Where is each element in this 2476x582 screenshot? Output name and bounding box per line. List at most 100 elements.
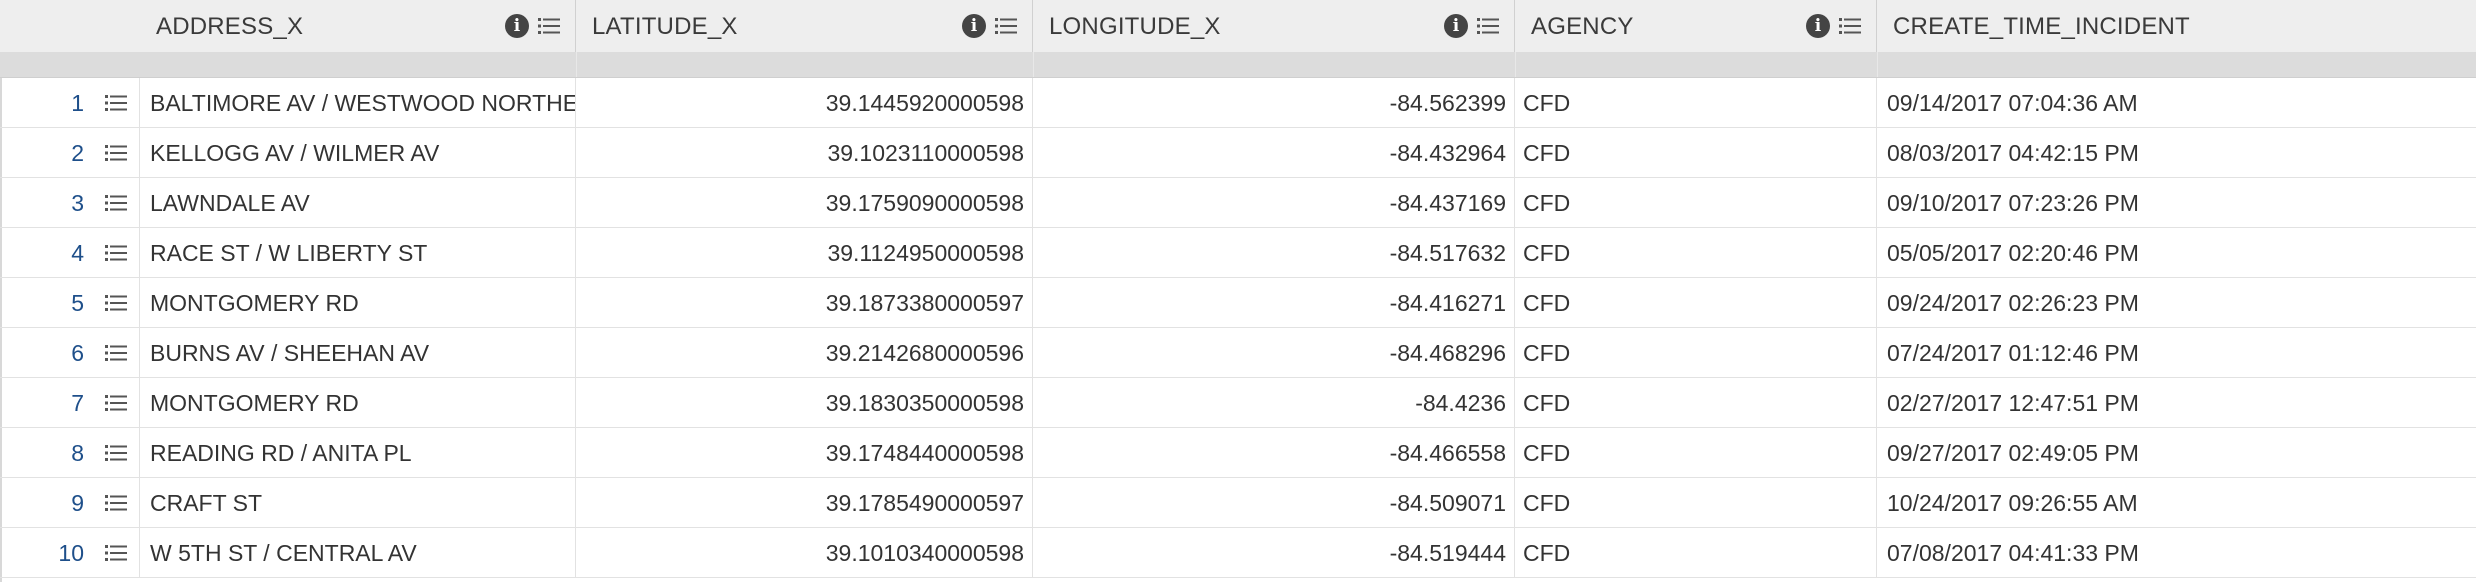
cell-address[interactable]: RACE ST / W LIBERTY ST [140,228,576,278]
cell-create-time[interactable]: 07/08/2017 04:41:33 PM [1887,540,2139,566]
column-header-agency[interactable]: AGENCY i [1515,0,1877,52]
cell-create-time[interactable]: 10/24/2017 09:26:55 AM [1887,490,2138,516]
table-row[interactable]: 10 W 5TH ST / CENTRAL AV 39.1010340000598-… [0,528,2476,578]
cell-agency[interactable]: CFD [1515,78,1877,128]
cell-longitude[interactable]: -84.509071 [1033,478,1515,528]
cell-latitude[interactable]: 39.1785490000597 [576,478,1033,528]
column-menu-icon[interactable] [994,14,1018,38]
info-icon[interactable]: i [505,14,529,38]
cell-address[interactable]: LAWNDALE AV [140,178,576,228]
cell-create-time[interactable]: 05/05/2017 02:20:46 PM [1887,240,2139,266]
grid-left-border [0,0,2,582]
cell-address[interactable]: MONTGOMERY RD [140,278,576,328]
row-number: 4 [71,240,84,266]
info-icon[interactable]: i [1444,14,1468,38]
cell-agency[interactable]: CFD [1515,278,1877,328]
cell-latitude[interactable]: 39.1759090000598 [576,178,1033,228]
table-row[interactable]: 3 LAWNDALE AV 39.1759090000598 -84.437169 CF… [0,178,2476,228]
row-details-icon[interactable] [100,378,140,428]
cell-agency[interactable]: CFD [1515,428,1877,478]
table-row[interactable]: 5 MONTGOMERY RD 39.1873380000597 -84.416271… [0,278,2476,328]
cell-longitude[interactable]: -84.466558 [1033,428,1515,478]
cell-latitude[interactable]: 39.1748440000598 [576,428,1033,478]
band-divider [1033,52,1034,77]
table-row[interactable]: 9 CRAFT ST 39.1785490000597 -84.509071 CFD 10… [0,478,2476,528]
row-details-icon[interactable] [100,178,140,228]
cell-create-time[interactable]: 09/10/2017 07:23:26 PM [1887,190,2139,216]
row-details-icon[interactable] [100,328,140,378]
cell-address[interactable]: BURNS AV / SHEEHAN AV [140,328,576,378]
table-row[interactable]: 2 KELLOGG AV / WILMER AV 39.1023110000598-… [0,128,2476,178]
cell-agency[interactable]: CFD [1515,178,1877,228]
row-details-icon[interactable] [100,128,140,178]
cell-agency[interactable]: CFD [1515,528,1877,578]
cell-latitude[interactable]: 39.1830350000598 [576,378,1033,428]
table-row[interactable]: 1 BALTIMORE AV / WESTWOOD NORTHERN BL39.1… [0,78,2476,128]
column-header-label: LATITUDE_X [592,13,738,40]
cell-latitude[interactable]: 39.1023110000598 [576,128,1033,178]
row-number: 1 [71,90,84,116]
filter-band [0,52,2476,78]
cell-longitude[interactable]: -84.519444 [1033,528,1515,578]
row-details-icon[interactable] [100,228,140,278]
cell-create-time[interactable]: 02/27/2017 12:47:51 PM [1887,390,2139,416]
row-number: 9 [71,490,84,516]
cell-agency[interactable]: CFD [1515,378,1877,428]
cell-address[interactable]: READING RD / ANITA PL [140,428,576,478]
cell-address[interactable]: MONTGOMERY RD [140,378,576,428]
column-menu-icon[interactable] [1838,14,1862,38]
cell-create-time[interactable]: 09/24/2017 02:26:23 PM [1887,290,2139,316]
cell-latitude[interactable]: 39.1445920000598 [576,78,1033,128]
table-row[interactable]: 6 BURNS AV / SHEEHAN AV 39.2142680000596 -8… [0,328,2476,378]
cell-address[interactable]: KELLOGG AV / WILMER AV [140,128,576,178]
row-details-icon[interactable] [100,78,140,128]
row-number: 10 [58,540,84,566]
cell-longitude[interactable]: -84.4236 [1033,378,1515,428]
row-number: 7 [71,390,84,416]
table-row[interactable]: 8 READING RD / ANITA PL 39.1748440000598 -8… [0,428,2476,478]
row-number: 2 [71,140,84,166]
row-details-icon[interactable] [100,428,140,478]
column-header-label: AGENCY [1531,13,1634,40]
cell-longitude[interactable]: -84.416271 [1033,278,1515,328]
cell-agency[interactable]: CFD [1515,128,1877,178]
cell-longitude[interactable]: -84.468296 [1033,328,1515,378]
cell-latitude[interactable]: 39.1124950000598 [576,228,1033,278]
cell-create-time[interactable]: 09/27/2017 02:49:05 PM [1887,440,2139,466]
column-header-create-time[interactable]: CREATE_TIME_INCIDENT [1877,0,2476,52]
cell-longitude[interactable]: -84.437169 [1033,178,1515,228]
cell-agency[interactable]: CFD [1515,478,1877,528]
cell-longitude[interactable]: -84.432964 [1033,128,1515,178]
row-details-icon[interactable] [100,528,140,578]
cell-agency[interactable]: CFD [1515,228,1877,278]
info-icon[interactable]: i [962,14,986,38]
cell-longitude[interactable]: -84.517632 [1033,228,1515,278]
row-number: 5 [71,290,84,316]
row-number: 3 [71,190,84,216]
column-header-latitude[interactable]: LATITUDE_X i [576,0,1033,52]
row-details-icon[interactable] [100,278,140,328]
row-number: 6 [71,340,84,366]
cell-create-time[interactable]: 08/03/2017 04:42:15 PM [1887,140,2139,166]
cell-agency[interactable]: CFD [1515,328,1877,378]
cell-create-time[interactable]: 09/14/2017 07:04:36 AM [1887,90,2138,116]
table-row[interactable]: 4 RACE ST / W LIBERTY ST 39.1124950000598-… [0,228,2476,278]
band-divider [1877,52,1878,77]
cell-latitude[interactable]: 39.1873380000597 [576,278,1033,328]
column-header-address[interactable]: ADDRESS_X i [140,0,576,52]
cell-address[interactable]: CRAFT ST [140,478,576,528]
cell-longitude[interactable]: -84.562399 [1033,78,1515,128]
row-details-icon[interactable] [100,478,140,528]
cell-latitude[interactable]: 39.1010340000598 [576,528,1033,578]
column-menu-icon[interactable] [1476,14,1500,38]
cell-address[interactable]: BALTIMORE AV / WESTWOOD NORTHERN BL [140,78,576,128]
info-icon[interactable]: i [1806,14,1830,38]
column-menu-icon[interactable] [537,14,561,38]
table-row[interactable]: 7 MONTGOMERY RD 39.1830350000598 -84.4236 CF… [0,378,2476,428]
cell-latitude[interactable]: 39.2142680000596 [576,328,1033,378]
column-header-longitude[interactable]: LONGITUDE_X i [1033,0,1515,52]
column-header-label: CREATE_TIME_INCIDENT [1893,13,2190,40]
cell-create-time[interactable]: 07/24/2017 01:12:46 PM [1887,340,2139,366]
cell-address[interactable]: W 5TH ST / CENTRAL AV [140,528,576,578]
